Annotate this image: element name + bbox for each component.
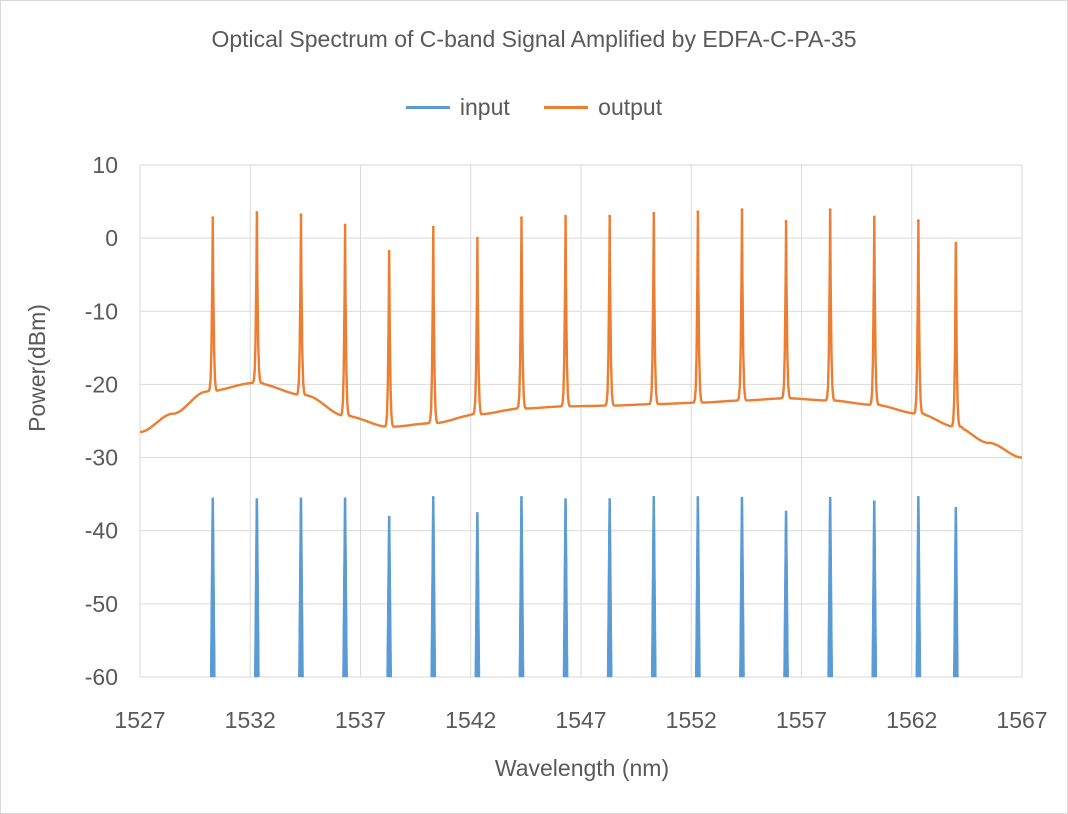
output-peak xyxy=(696,210,700,214)
x-tick-label: 1532 xyxy=(225,707,276,733)
x-axis-label: Wavelength (nm) xyxy=(495,755,669,781)
legend-swatch-output xyxy=(544,106,589,109)
output-peak xyxy=(475,236,479,240)
output-peak xyxy=(299,213,303,217)
output-peak xyxy=(564,214,567,218)
input-peak xyxy=(871,500,878,678)
output-peak xyxy=(608,214,612,218)
y-tick-label: -60 xyxy=(85,664,118,690)
legend-item-output: output xyxy=(544,94,662,121)
y-tick-label: 10 xyxy=(92,152,118,178)
output-peak xyxy=(828,208,832,212)
y-tick-label: -20 xyxy=(85,371,118,397)
input-peak xyxy=(783,510,789,678)
input-peak xyxy=(827,496,834,678)
input-peak xyxy=(518,496,525,678)
legend-label-input: input xyxy=(459,94,510,120)
chart-title: Optical Spectrum of C-band Signal Amplif… xyxy=(211,26,857,52)
output-peak xyxy=(431,225,435,229)
input-peak xyxy=(606,498,613,678)
input-peak xyxy=(298,497,304,678)
x-axis-ticks: 1527 1532 1537 1542 1547 1552 1557 1562 1567 xyxy=(114,707,1047,733)
output-peak xyxy=(520,216,523,220)
input-peak xyxy=(952,507,959,678)
input-peak xyxy=(209,497,216,678)
output-spectrum-line xyxy=(139,208,1023,459)
legend-item-input: input xyxy=(405,94,510,121)
x-tick-label: 1567 xyxy=(996,707,1047,733)
input-peak xyxy=(650,496,657,678)
x-tick-label: 1527 xyxy=(114,707,165,733)
output-peak xyxy=(387,249,391,253)
grid-lines xyxy=(139,164,1023,678)
output-peak xyxy=(652,211,656,215)
chart-legend: input output xyxy=(0,88,1068,121)
x-tick-label: 1552 xyxy=(666,707,717,733)
output-series xyxy=(139,208,1023,459)
y-axis-ticks: 10 0 -10 -20 -30 -40 -50 -60 xyxy=(85,152,118,690)
input-peak xyxy=(430,496,437,678)
output-peak xyxy=(954,241,958,245)
legend-swatch-input xyxy=(405,106,450,109)
legend-label-output: output xyxy=(598,94,663,120)
y-tick-label: -40 xyxy=(85,518,118,544)
input-series xyxy=(209,496,959,678)
x-tick-label: 1547 xyxy=(555,707,606,733)
output-peak xyxy=(740,208,744,212)
y-tick-label: -50 xyxy=(85,591,118,617)
input-peak xyxy=(254,498,260,678)
input-peak xyxy=(386,515,393,678)
x-tick-label: 1557 xyxy=(776,707,827,733)
input-peak xyxy=(739,496,745,678)
input-peak xyxy=(562,498,569,678)
input-peak xyxy=(474,512,481,678)
output-peak xyxy=(211,216,215,220)
output-peak xyxy=(343,223,347,227)
x-tick-label: 1562 xyxy=(886,707,937,733)
x-tick-label: 1537 xyxy=(335,707,386,733)
y-tick-label: 0 xyxy=(105,225,118,251)
input-peak xyxy=(342,497,348,678)
output-peak xyxy=(784,219,788,223)
y-tick-label: -30 xyxy=(85,445,118,471)
y-axis-label: Power(dBm) xyxy=(24,304,50,432)
output-peak xyxy=(872,215,876,219)
input-peak xyxy=(695,496,701,678)
output-peak xyxy=(916,219,920,222)
x-tick-label: 1542 xyxy=(445,707,496,733)
input-peak xyxy=(915,496,922,678)
y-tick-label: -10 xyxy=(85,298,118,324)
output-peak xyxy=(255,211,259,214)
